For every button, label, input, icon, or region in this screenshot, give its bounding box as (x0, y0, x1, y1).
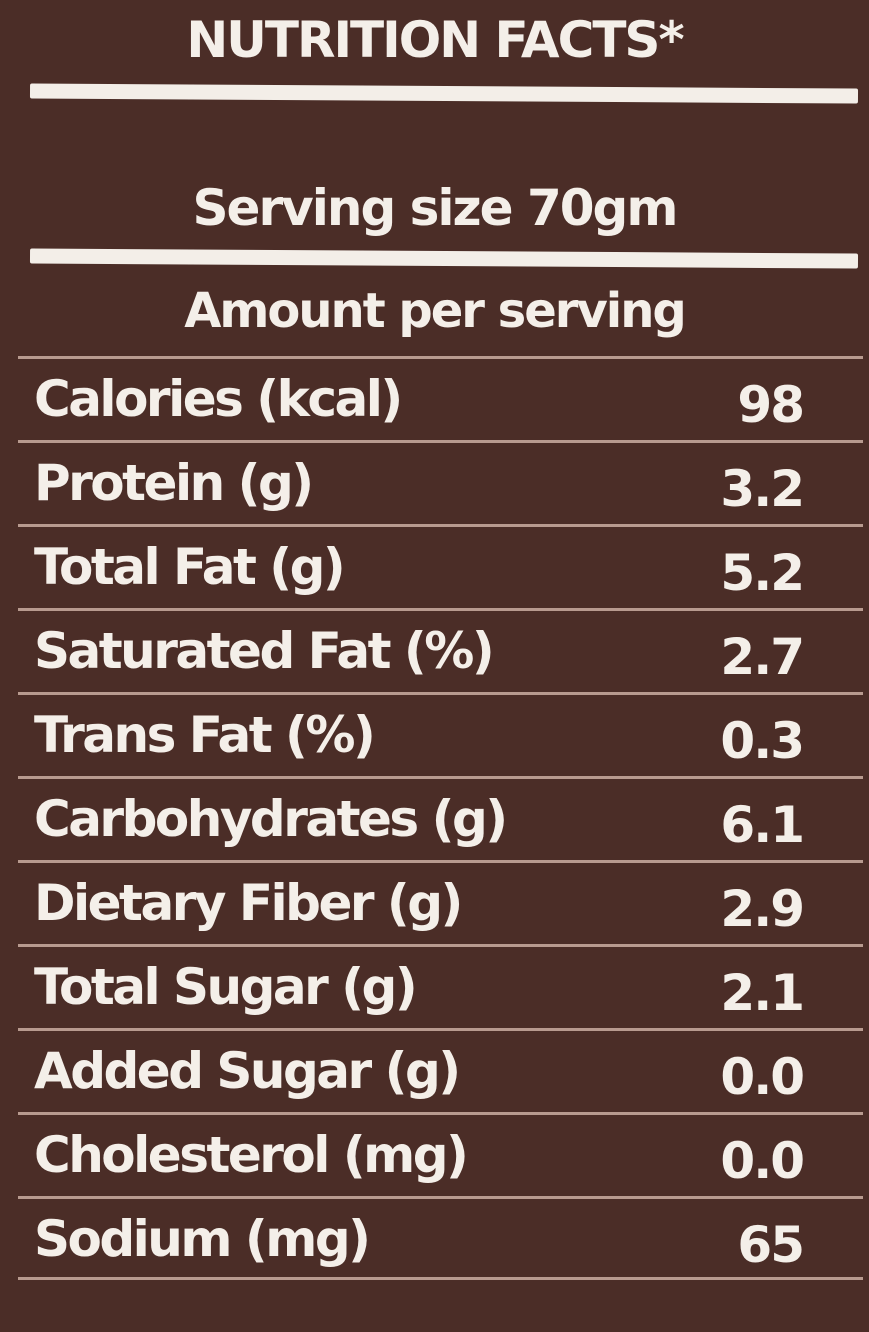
amount-per-serving-heading: Amount per serving (184, 283, 687, 339)
nutrient-value: 65 (737, 1216, 805, 1274)
nutrient-row-total-sugar: Total Sugar (g) 2.1 (18, 944, 863, 1028)
nutrient-value: 5.2 (720, 544, 805, 602)
nutrient-value: 0.0 (720, 1132, 805, 1190)
nutrient-row-added-sugar: Added Sugar (g) 0.0 (18, 1028, 863, 1112)
nutrient-label: Total Sugar (g) (34, 958, 418, 1016)
nutrient-label: Saturated Fat (%) (34, 622, 495, 680)
nutrient-value: 3.2 (720, 460, 805, 518)
nutrient-row-trans-fat: Trans Fat (%) 0.3 (18, 692, 863, 776)
nutrient-label: Calories (kcal) (34, 370, 403, 428)
nutrient-value: 98 (737, 376, 805, 434)
nutrient-value: 6.1 (720, 796, 805, 854)
nutrient-row-saturated-fat: Saturated Fat (%) 2.7 (18, 608, 863, 692)
nutrient-label: Carbohydrates (g) (34, 790, 508, 848)
nutrient-value: 0.3 (720, 712, 805, 770)
nutrition-facts-title: NUTRITION FACTS* (186, 11, 684, 69)
serving-size: Serving size 70gm (192, 179, 679, 237)
nutrient-label: Added Sugar (g) (34, 1042, 461, 1100)
nutrient-row-protein: Protein (g) 3.2 (18, 440, 863, 524)
title-divider (29, 83, 859, 104)
nutrient-row-dietary-fiber: Dietary Fiber (g) 2.9 (18, 860, 863, 944)
nutrient-value: 2.1 (720, 964, 805, 1022)
nutrient-row-calories: Calories (kcal) 98 (18, 356, 863, 440)
nutrient-row-carbohydrates: Carbohydrates (g) 6.1 (18, 776, 863, 860)
nutrient-label: Trans Fat (%) (34, 706, 376, 764)
nutrient-label: Protein (g) (34, 454, 314, 512)
nutrient-label: Total Fat (g) (34, 538, 346, 596)
nutrient-value: 0.0 (720, 1048, 805, 1106)
nutrient-row-cholesterol: Cholesterol (mg) 0.0 (18, 1112, 863, 1196)
nutrient-row-sodium: Sodium (mg) 65 (18, 1196, 863, 1280)
serving-divider (29, 248, 859, 269)
nutrient-table: Calories (kcal) 98 Protein (g) 3.2 Total… (18, 356, 863, 1280)
nutrient-value: 2.9 (720, 880, 805, 938)
nutrient-label: Sodium (mg) (34, 1210, 371, 1268)
nutrient-label: Cholesterol (mg) (34, 1126, 469, 1184)
nutrient-value: 2.7 (720, 628, 805, 686)
nutrient-row-total-fat: Total Fat (g) 5.2 (18, 524, 863, 608)
nutrient-label: Dietary Fiber (g) (34, 874, 463, 932)
